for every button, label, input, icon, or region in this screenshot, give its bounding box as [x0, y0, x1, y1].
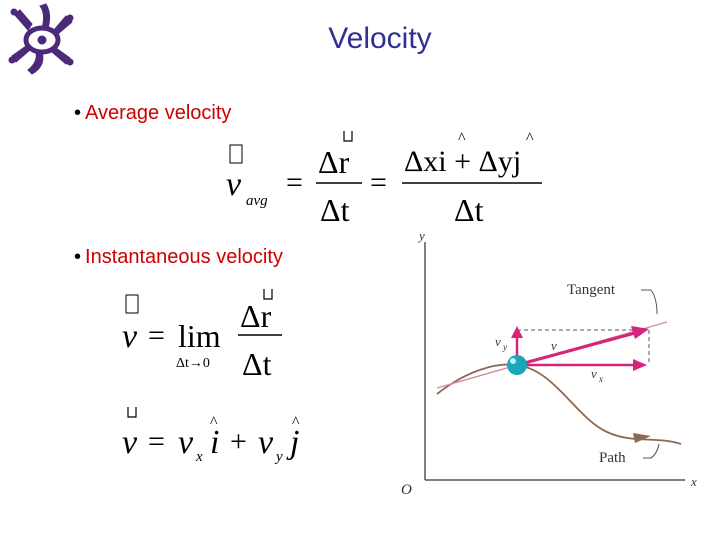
lizard-logo-icon [8, 3, 74, 75]
vector-hat-icon [263, 289, 273, 300]
avg-lhs-sub: avg [246, 193, 268, 209]
comp-vy-sub: y [274, 449, 283, 465]
hat-icon: ^ [458, 130, 466, 147]
hat-icon: ^ [526, 130, 534, 147]
vx-sub-label: x [598, 374, 603, 384]
inst-lim-sub: Δt→0 [176, 356, 210, 371]
origin-label: O [401, 482, 412, 498]
equals-sign: = [148, 425, 165, 458]
bullet-average-velocity: • Average velocity [74, 102, 231, 125]
bullet-label: Average velocity [85, 102, 232, 124]
average-velocity-equation: v avg = Δr Δt = Δxi + Δyj ^ ^ Δt [226, 130, 542, 228]
instantaneous-velocity-equation: v = lim Δt→0 Δr Δt [122, 289, 282, 382]
y-axis-label: y [417, 228, 425, 243]
bullet-label: Instantaneous velocity [85, 246, 283, 268]
inst-den: Δt [242, 346, 272, 382]
comp-v: v [122, 424, 138, 461]
hat-icon: ^ [292, 414, 300, 431]
velocity-components-equation: v = v x i ^ + v y j ^ [122, 407, 300, 465]
avg-num1: Δr [318, 144, 350, 180]
comp-vx: v [178, 424, 194, 461]
avg-num2: Δxi + Δyj [404, 145, 521, 178]
avg-den2: Δt [454, 192, 484, 228]
inst-v: v [122, 318, 138, 355]
vy-sub-label: y [502, 342, 507, 352]
bullet-dot-icon: • [74, 102, 82, 124]
tangent-label: Tangent [567, 282, 616, 298]
vector-hat-icon [127, 407, 137, 418]
vector-hat-icon [343, 131, 353, 142]
comp-i: i [210, 424, 219, 461]
path-leader-line [643, 443, 660, 459]
avg-den1: Δt [320, 192, 350, 228]
comp-vx-sub: x [195, 449, 203, 465]
tangent-leader-line [641, 289, 658, 315]
velocity-diagram: y x O Tangent Path v y v v x [401, 228, 697, 498]
v-arrow [516, 331, 636, 367]
vx-label: v [591, 366, 597, 381]
vy-arrowhead-icon [511, 326, 523, 338]
comp-vy: v [258, 424, 274, 461]
particle-highlight [510, 358, 516, 364]
comp-j: j [286, 424, 299, 461]
particle-ball [507, 355, 527, 375]
plus-sign: + [230, 425, 247, 458]
vector-marker-icon [125, 294, 139, 314]
equals-sign: = [286, 166, 303, 199]
avg-lhs-var: v [226, 166, 242, 203]
inst-lim: lim [178, 318, 221, 354]
vx-arrowhead-icon [633, 359, 647, 371]
equals-sign: = [148, 319, 165, 352]
bullet-instantaneous-velocity: • Instantaneous velocity [74, 246, 283, 269]
v-arrowhead-icon [631, 326, 649, 339]
path-arrow-icon [633, 433, 651, 443]
slide-title: Velocity [328, 22, 432, 55]
vy-label: v [495, 334, 501, 349]
path-label: Path [599, 450, 626, 466]
hat-icon: ^ [210, 414, 218, 431]
x-axis-label: x [690, 474, 697, 489]
v-label: v [551, 338, 557, 353]
vector-marker-icon [229, 144, 243, 164]
path-curve [436, 363, 682, 445]
equals-sign-2: = [370, 166, 387, 199]
bullet-dot-icon: • [74, 246, 82, 268]
inst-num: Δr [240, 298, 272, 334]
